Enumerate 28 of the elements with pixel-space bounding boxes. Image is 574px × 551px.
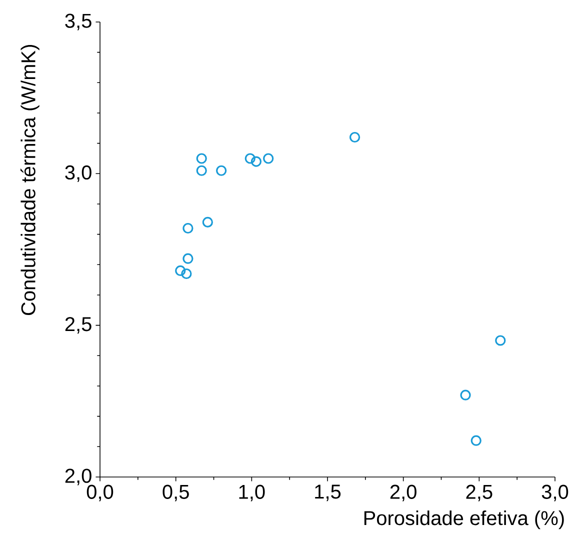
x-tick-label: 3,0 [542, 484, 568, 502]
point [495, 335, 506, 346]
point [182, 253, 194, 264]
point [460, 390, 471, 400]
x-tick-label: 1,0 [239, 484, 265, 502]
y-tick-label: 3,0 [65, 165, 92, 182]
y-axis-title: Condutividade térmica (W/mK) [20, 45, 40, 316]
y-tick-label: 3,5 [65, 14, 92, 30]
point [216, 165, 227, 176]
x-axis-title: Porosidade efetiva (%) [364, 510, 564, 530]
x-tick-label: 0,5 [162, 484, 189, 502]
y-tick-label: 2,5 [65, 317, 92, 334]
point [202, 216, 213, 228]
x-tick-label: 2,0 [390, 484, 416, 502]
point [181, 268, 192, 280]
point [263, 153, 274, 164]
point [350, 132, 360, 143]
y-tick-label: 2,0 [65, 468, 92, 486]
point [244, 153, 256, 164]
x-tick-label: 1,5 [315, 484, 341, 502]
point [182, 222, 194, 234]
x-tick-label: 0,0 [86, 484, 114, 502]
x-tick-label: 2,5 [466, 484, 492, 502]
point [250, 156, 262, 167]
point [175, 265, 186, 276]
point [196, 165, 207, 176]
point [470, 435, 482, 446]
point [196, 153, 207, 164]
